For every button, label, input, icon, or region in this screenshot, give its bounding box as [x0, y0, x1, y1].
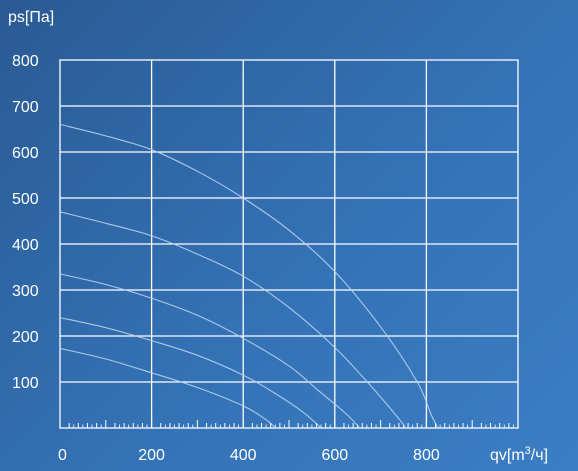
- y-tick-label-500: 500: [12, 191, 39, 208]
- minor-ticks: [59, 420, 519, 428]
- x-axis-title-sup: 3: [525, 445, 531, 457]
- curve-1: [59, 123, 439, 429]
- x-tick-label-800: 800: [413, 447, 440, 464]
- y-axis-title: ps[Па]: [8, 9, 54, 26]
- y-tick-label-600: 600: [12, 145, 39, 162]
- curve-4: [59, 317, 322, 429]
- y-tick-label-300: 300: [12, 283, 39, 300]
- y-tick-label-800: 800: [12, 53, 39, 70]
- y-tick-labels: 100 200 300 400 500 600 700 800: [12, 53, 39, 392]
- x-tick-label-600: 600: [321, 447, 348, 464]
- grid-lines: [59, 59, 519, 429]
- x-tick-label-200: 200: [138, 447, 165, 464]
- x-tick-label-400: 400: [230, 447, 257, 464]
- curve-5: [59, 347, 276, 429]
- x-axis-title-base: qv[m: [490, 447, 525, 464]
- curve-series: [59, 123, 439, 429]
- y-tick-label-400: 400: [12, 237, 39, 254]
- y-tick-label-100: 100: [12, 375, 39, 392]
- x-tick-label-0: 0: [58, 447, 67, 464]
- x-axis-title-tail: /ч]: [531, 447, 548, 464]
- curve-3: [59, 273, 361, 429]
- curve-2: [59, 211, 407, 429]
- x-axis-title: qv[m3/ч]: [490, 445, 548, 464]
- x-tick-labels: 0 200 400 600 800: [58, 447, 440, 464]
- y-tick-label-700: 700: [12, 99, 39, 116]
- y-tick-label-200: 200: [12, 329, 39, 346]
